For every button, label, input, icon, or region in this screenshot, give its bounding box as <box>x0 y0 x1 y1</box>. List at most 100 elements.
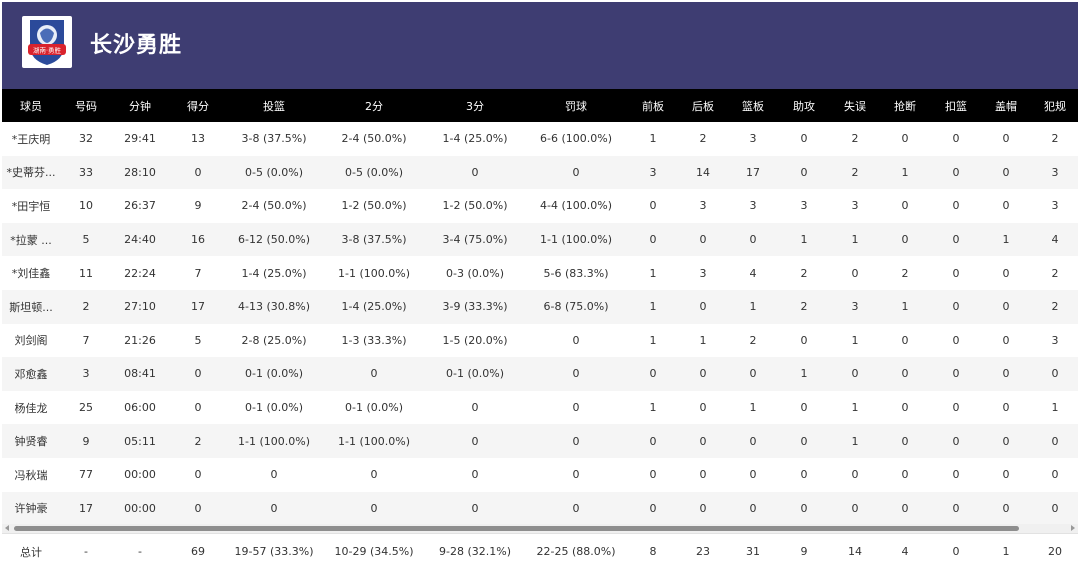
column-header[interactable]: 分钟 <box>112 89 168 122</box>
table-row[interactable]: 冯秋瑞 77 00:00 0 0 0 0 0 0 0 0 0 0 0 0 0 0 <box>2 457 1078 492</box>
stat-cell: 0 <box>1032 357 1078 391</box>
table-row[interactable]: 刘剑阁 7 21:26 5 2-8 (25.0%) 1-3 (33.3%) 1-5 (20.… <box>2 323 1078 358</box>
totals-cell: 8 <box>630 533 676 569</box>
column-header[interactable]: 助攻 <box>776 89 832 122</box>
stat-cell: 0 <box>980 122 1032 156</box>
stat-cell: 1 <box>630 256 676 290</box>
totals-cell: 20 <box>1032 533 1078 569</box>
stat-cell: 0 <box>932 122 980 156</box>
player-name[interactable]: 刘剑阁 <box>2 323 60 358</box>
stat-cell: 0 <box>676 390 730 425</box>
stat-cell: 0 <box>980 424 1032 458</box>
stat-cell: 08:41 <box>112 357 168 391</box>
totals-cell: - <box>60 533 112 569</box>
stat-cell: 0 <box>878 122 932 156</box>
table-row[interactable]: *王庆明 32 29:41 13 3-8 (37.5%) 2-4 (50.0%) 1-4 (… <box>2 122 1078 156</box>
column-header[interactable]: 后板 <box>676 89 730 122</box>
player-name[interactable]: *田宇恒 <box>2 189 60 223</box>
scroll-left-arrow-icon[interactable] <box>5 525 9 531</box>
stat-cell: 0 <box>878 222 932 257</box>
column-header[interactable]: 投篮 <box>228 89 320 122</box>
table-row[interactable]: *拉蒙 ... 5 24:40 16 6-12 (50.0%) 3-8 (37.5%) 3-… <box>2 222 1078 257</box>
column-header[interactable]: 犯规 <box>1032 89 1078 122</box>
stat-cell: 3 <box>1032 189 1078 223</box>
player-name[interactable]: 斯坦顿... <box>2 289 60 324</box>
player-stats-table[interactable]: 球员 号码 分钟 得分 投篮 2分 3分 罚球 前板 后板 篮板 助攻 失误 抢断 扣篮 盖帽 犯规 *王庆明 3… <box>2 89 1078 526</box>
table-row[interactable]: 邓愈鑫 3 08:41 0 0-1 (0.0%) 0 0-1 (0.0%) 0 0 0 0 1 0 0 0 0… <box>2 357 1078 391</box>
column-header[interactable]: 得分 <box>168 89 228 122</box>
stat-cell: 3 <box>60 357 112 391</box>
player-name[interactable]: 许钟豪 <box>2 491 60 526</box>
scroll-thumb[interactable] <box>14 526 1019 531</box>
stat-cell: 2 <box>168 424 228 458</box>
stat-cell: 17 <box>168 289 228 324</box>
column-header[interactable]: 抢断 <box>878 89 932 122</box>
table-row[interactable]: 斯坦顿... 2 27:10 17 4-13 (30.8%) 1-4 (25.0%) 3-9… <box>2 289 1078 324</box>
player-name[interactable]: *王庆明 <box>2 122 60 156</box>
column-header[interactable]: 失误 <box>832 89 878 122</box>
table-row[interactable]: 许钟豪 17 00:00 0 0 0 0 0 0 0 0 0 0 0 0 0 0 <box>2 491 1078 526</box>
table-row[interactable]: 钟贤睿 9 05:11 2 1-1 (100.0%) 1-1 (100.0%) 0 0 0 0 0 0… <box>2 424 1078 458</box>
stat-cell: 0 <box>168 155 228 190</box>
stat-cell: 0 <box>320 457 428 492</box>
stat-cell: 0 <box>832 491 878 526</box>
stat-cell: 0 <box>676 424 730 458</box>
stat-cell: 0 <box>878 457 932 492</box>
column-header[interactable]: 2分 <box>320 89 428 122</box>
stat-cell: 5-6 (83.3%) <box>522 256 630 290</box>
stat-cell: 1 <box>630 323 676 358</box>
team-header: 湖南·勇胜 长沙勇胜 <box>2 2 1078 89</box>
stat-cell: 0 <box>932 424 980 458</box>
player-name[interactable]: 钟贤睿 <box>2 424 60 458</box>
stat-cell: 1-3 (33.3%) <box>320 323 428 358</box>
stat-cell: 1 <box>730 289 776 324</box>
horizontal-scrollbar[interactable] <box>2 524 1078 533</box>
stat-cell: 1 <box>832 323 878 358</box>
totals-cell: 10-29 (34.5%) <box>320 533 428 569</box>
column-header[interactable]: 号码 <box>60 89 112 122</box>
stat-cell: 0 <box>522 457 630 492</box>
stat-cell: 1 <box>630 122 676 156</box>
player-name[interactable]: *史蒂芬... <box>2 155 60 190</box>
stat-cell: 3 <box>730 122 776 156</box>
stat-cell: 3 <box>1032 323 1078 358</box>
column-header[interactable]: 篮板 <box>730 89 776 122</box>
totals-cell: 69 <box>168 533 228 569</box>
player-name[interactable]: 杨佳龙 <box>2 390 60 425</box>
stat-cell: 0 <box>320 357 428 391</box>
stat-cell: 0 <box>1032 457 1078 492</box>
stat-cell: 4-4 (100.0%) <box>522 189 630 223</box>
player-name[interactable]: *刘佳鑫 <box>2 256 60 290</box>
stat-cell: 2 <box>832 122 878 156</box>
table-row[interactable]: *田宇恒 10 26:37 9 2-4 (50.0%) 1-2 (50.0%) 1-2 (5… <box>2 189 1078 223</box>
stat-cell: 2 <box>878 256 932 290</box>
scroll-right-arrow-icon[interactable] <box>1071 525 1075 531</box>
player-name[interactable]: 冯秋瑞 <box>2 457 60 492</box>
stat-cell: 0 <box>730 222 776 257</box>
table-row[interactable]: 杨佳龙 25 06:00 0 0-1 (0.0%) 0-1 (0.0%) 0 0 1 0 1 0 1 0 0… <box>2 390 1078 425</box>
column-header[interactable]: 盖帽 <box>980 89 1032 122</box>
stat-cell: 2-8 (25.0%) <box>228 323 320 358</box>
stat-cell: 0 <box>932 390 980 425</box>
stat-cell: 21:26 <box>112 323 168 358</box>
stat-cell: 0 <box>776 424 832 458</box>
column-header[interactable]: 罚球 <box>522 89 630 122</box>
table-row[interactable]: *史蒂芬... 33 28:10 0 0-5 (0.0%) 0-5 (0.0%) 0 0 3 14… <box>2 155 1078 190</box>
totals-cell: 31 <box>730 533 776 569</box>
stat-cell: 0 <box>832 457 878 492</box>
table-row[interactable]: *刘佳鑫 11 22:24 7 1-4 (25.0%) 1-1 (100.0%) 0-3 (… <box>2 256 1078 290</box>
column-header[interactable]: 球员 <box>2 89 60 122</box>
stat-cell: 0-5 (0.0%) <box>320 155 428 190</box>
player-name[interactable]: 邓愈鑫 <box>2 357 60 391</box>
stat-cell: 0 <box>630 457 676 492</box>
column-header[interactable]: 前板 <box>630 89 676 122</box>
player-name[interactable]: *拉蒙 ... <box>2 222 60 257</box>
stat-cell: 0 <box>980 390 1032 425</box>
column-header[interactable]: 3分 <box>428 89 522 122</box>
stat-cell: 9 <box>168 189 228 223</box>
totals-cell: 14 <box>832 533 878 569</box>
stat-cell: 3 <box>776 189 832 223</box>
stat-cell: 0 <box>932 323 980 358</box>
totals-cell: 9-28 (32.1%) <box>428 533 522 569</box>
column-header[interactable]: 扣篮 <box>932 89 980 122</box>
